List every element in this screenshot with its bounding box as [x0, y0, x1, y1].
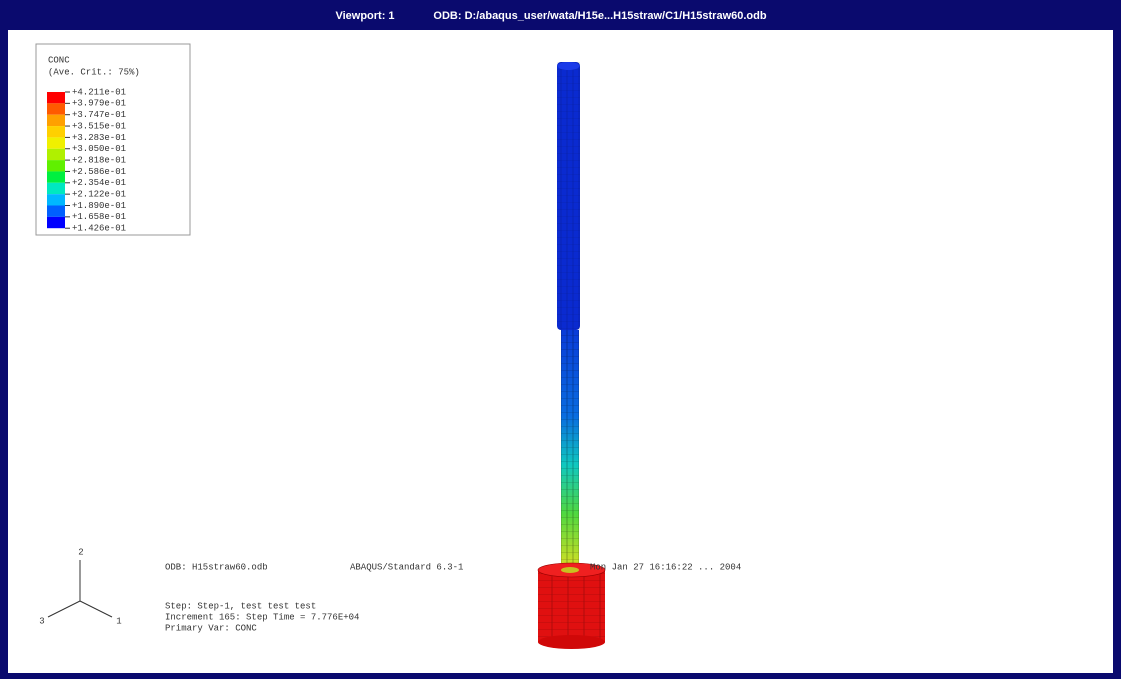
legend-label: +1.890e-01: [72, 201, 126, 211]
page: {"title_bar": {"viewport": "Viewport: 1"…: [0, 0, 1121, 679]
legend-variable: CONC: [48, 55, 70, 65]
info-primary-var: Primary Var: CONC: [165, 623, 257, 633]
legend-label: +3.283e-01: [72, 133, 126, 143]
legend-band: [47, 217, 65, 228]
legend-scale: +4.211e-01 +3.979e-01+3.747e-01+3.515e-01…: [47, 87, 126, 233]
legend-band: [47, 103, 65, 114]
odb-path: ODB: D:/abaqus_user/wata/H15e...H15straw…: [433, 10, 766, 22]
info-date: Mon Jan 27 16:16:22 ... 2004: [590, 562, 741, 572]
legend-label: +3.979e-01: [72, 99, 126, 109]
viewport-title: Viewport: 1: [335, 10, 394, 22]
base-mesh: [538, 570, 605, 642]
base-bottom: [538, 635, 605, 649]
rod-top-mesh: [557, 62, 580, 330]
legend-band: [47, 206, 65, 217]
legend-band: [47, 194, 65, 205]
info-odb: ODB: H15straw60.odb: [165, 562, 268, 572]
legend-label: +4.211e-01: [72, 87, 126, 97]
legend-band: [47, 115, 65, 126]
legend-label: +2.122e-01: [72, 190, 126, 200]
legend-band: [47, 183, 65, 194]
legend-band: [47, 92, 65, 103]
legend-band: [47, 137, 65, 148]
legend-band: [47, 171, 65, 182]
rod-cap: [558, 62, 580, 70]
legend-label: +3.747e-01: [72, 110, 126, 120]
legend-band: [47, 126, 65, 137]
legend-label: +1.658e-01: [72, 212, 126, 222]
legend-label: +2.586e-01: [72, 167, 126, 177]
legend-criterion: (Ave. Crit.: 75%): [48, 67, 140, 77]
info-solver: ABAQUS/Standard 6.3-1: [350, 562, 463, 572]
legend-band: [47, 149, 65, 160]
legend-label: +3.515e-01: [72, 121, 126, 131]
legend-label: +1.426e-01: [72, 224, 126, 234]
info-step: Step: Step-1, test test test: [165, 601, 316, 611]
axis-3-label: 3: [39, 616, 44, 626]
legend-label: +2.818e-01: [72, 155, 126, 165]
legend-label: +2.354e-01: [72, 178, 126, 188]
legend-band: [47, 160, 65, 171]
info-increment: Increment 165: Step Time = 7.776E+04: [165, 612, 359, 622]
rod-foot: [561, 567, 579, 573]
legend-label: +3.050e-01: [72, 144, 126, 154]
viewport: Viewport: 1 ODB: D:/abaqus_user/wata/H15…: [0, 0, 1121, 679]
rod-lower-mesh: [561, 330, 579, 575]
axis-1-label: 1: [116, 616, 121, 626]
axis-2-label: 2: [78, 547, 83, 557]
